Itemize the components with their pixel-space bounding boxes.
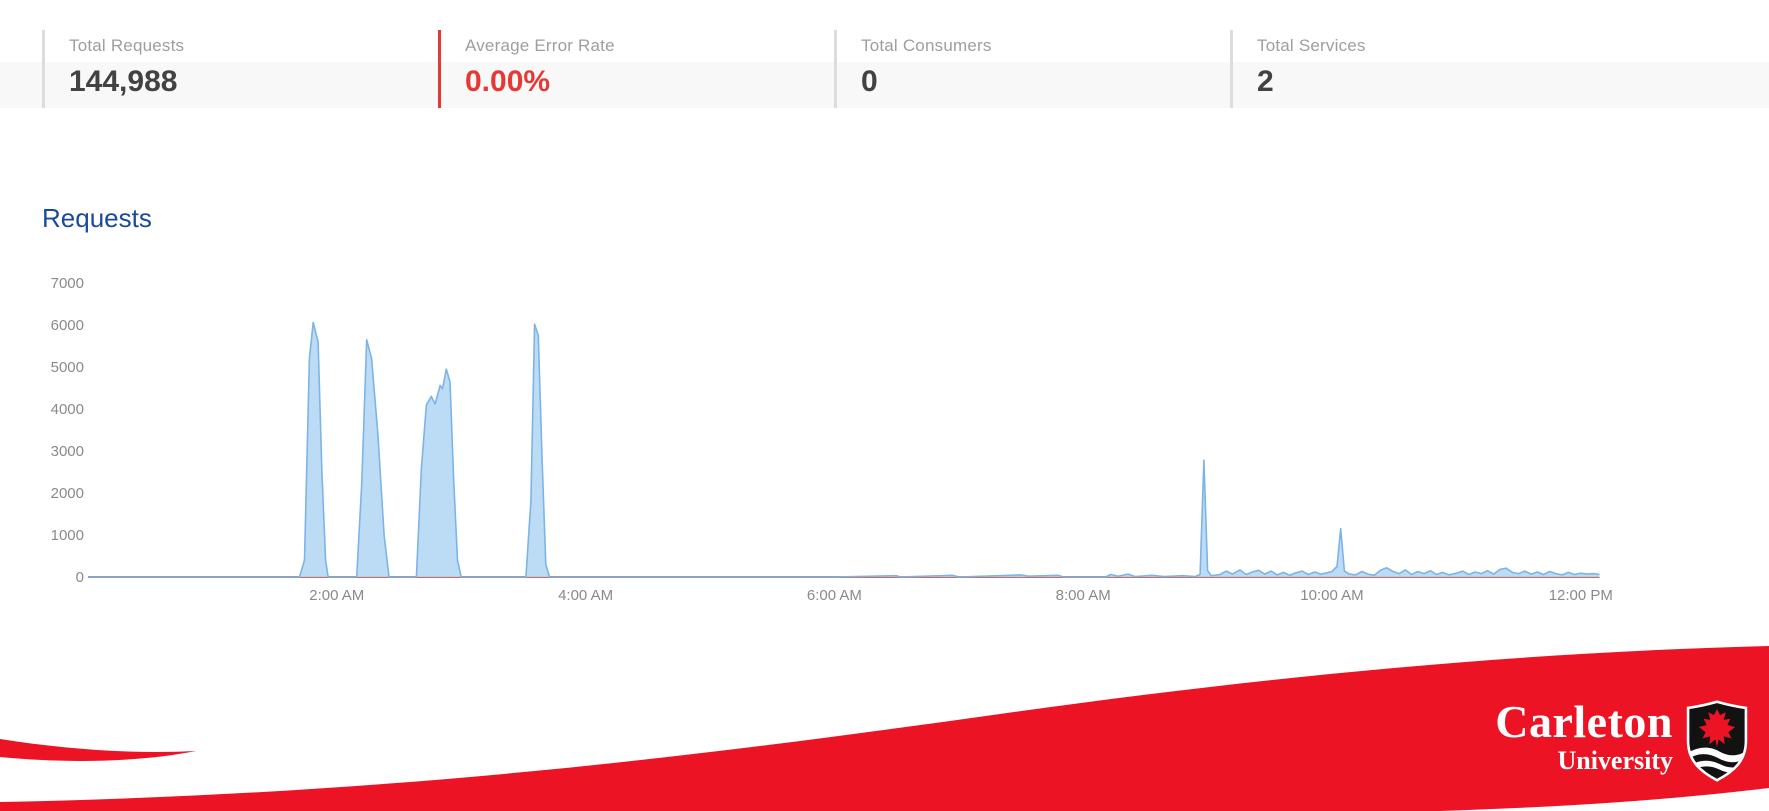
stat-label: Average Error Rate xyxy=(465,36,615,55)
y-axis-tick-label: 3000 xyxy=(51,443,84,460)
stat-card-average-error-rate: Average Error Rate 0.00% xyxy=(438,30,834,108)
footer-bottom-right-white-wave xyxy=(1440,788,1769,811)
stat-value: 2 xyxy=(1257,65,1274,98)
x-axis-tick-label: 4:00 AM xyxy=(558,587,613,604)
carleton-shield-icon xyxy=(1686,700,1748,782)
brand-name: Carleton xyxy=(1495,696,1673,747)
stat-card-total-services: Total Services 2 xyxy=(1230,30,1626,108)
stat-card-total-requests: Total Requests 144,988 xyxy=(42,30,438,108)
stat-card-total-consumers: Total Consumers 0 xyxy=(834,30,1230,108)
carleton-university-logo: Carleton University xyxy=(1495,699,1748,783)
chart-title: Requests xyxy=(42,203,152,233)
stat-value: 144,988 xyxy=(69,65,178,98)
y-axis-tick-label: 4000 xyxy=(51,401,84,418)
maple-leaf-icon xyxy=(1698,708,1736,748)
shield-wave-top xyxy=(1688,747,1746,763)
x-axis-tick-label: 10:00 AM xyxy=(1300,587,1363,604)
footer-main-wave-shape xyxy=(0,646,1769,811)
requests-area-chart: 0 1000 2000 3000 4000 5000 6000 7000 2:00 AM 4:00… xyxy=(0,240,1660,620)
shield-wave-bottom xyxy=(1689,760,1745,773)
x-axis-tick-label: 12:00 PM xyxy=(1549,587,1613,604)
x-axis-tick-label: 2:00 AM xyxy=(309,587,364,604)
requests-area-fill xyxy=(88,322,1600,577)
footer-left-swoosh xyxy=(0,739,196,761)
stat-label: Total Services xyxy=(1257,36,1366,55)
stat-label: Total Consumers xyxy=(861,36,992,55)
requests-line xyxy=(88,321,1600,578)
stat-label: Total Requests xyxy=(69,36,185,55)
y-axis-tick-label: 2000 xyxy=(51,485,84,502)
stat-value: 0.00% xyxy=(465,65,551,98)
y-axis-tick-label: 0 xyxy=(76,569,84,586)
y-axis-tick-label: 7000 xyxy=(51,275,84,292)
y-axis-tick-label: 6000 xyxy=(51,317,84,334)
chart-canvas: 0 1000 2000 3000 4000 5000 6000 7000 2:00 AM 4:00… xyxy=(51,275,1613,604)
x-axis-tick-label: 8:00 AM xyxy=(1056,587,1111,604)
y-axis-tick-label: 1000 xyxy=(51,527,84,544)
carleton-wordmark: Carleton University xyxy=(1495,699,1673,775)
footer-red-wave xyxy=(0,646,1769,811)
x-axis-tick-label: 6:00 AM xyxy=(807,587,862,604)
stat-value: 0 xyxy=(861,65,878,98)
y-axis-tick-label: 5000 xyxy=(51,359,84,376)
stats-row: Total Requests 144,988 Average Error Rat… xyxy=(42,30,1626,108)
stats-background-band xyxy=(0,62,1769,108)
brand-subname: University xyxy=(1557,746,1673,775)
